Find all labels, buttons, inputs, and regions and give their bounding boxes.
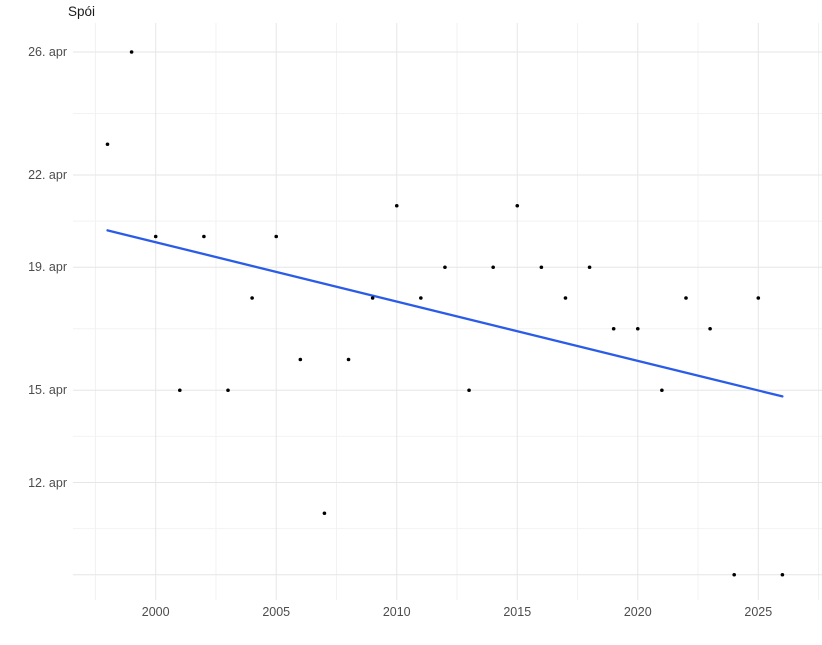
data-point — [635, 326, 640, 331]
y-tick-label: 15. apr — [28, 383, 67, 398]
y-tick-label: 12. apr — [28, 475, 67, 490]
data-point — [153, 234, 158, 239]
data-point — [443, 265, 447, 270]
data-point — [178, 388, 182, 393]
data-point — [346, 357, 351, 362]
x-tick-label: 2025 — [744, 605, 773, 619]
data-point — [298, 357, 303, 362]
data-point — [587, 265, 592, 270]
data-point — [322, 511, 327, 516]
x-tick-label: 2005 — [262, 605, 291, 619]
y-tick-label: 26. apr — [28, 45, 67, 59]
trend-line — [106, 229, 784, 398]
data-point — [684, 296, 688, 300]
data-point — [732, 572, 736, 577]
data-point — [226, 388, 230, 393]
data-point — [660, 388, 664, 393]
y-tick-label: 22. apr — [28, 168, 67, 182]
data-point — [394, 203, 399, 208]
chart-title: Spói — [68, 4, 96, 19]
data-point — [274, 234, 279, 239]
data-point — [202, 234, 206, 239]
data-point — [515, 203, 520, 208]
data-point — [756, 296, 761, 300]
data-point — [563, 296, 568, 300]
data-point — [105, 142, 110, 147]
data-point — [708, 326, 712, 331]
data-point — [780, 572, 785, 577]
data-point — [539, 265, 544, 270]
plot-panel — [73, 23, 822, 600]
data-point — [129, 50, 134, 54]
data-point — [370, 296, 375, 300]
x-tick-label: 2010 — [382, 605, 411, 619]
x-tick-label: 2015 — [503, 605, 532, 619]
x-tick-label: 2000 — [141, 605, 170, 619]
data-point — [467, 388, 471, 393]
x-tick-label: 2020 — [623, 605, 652, 619]
data-point — [491, 265, 495, 270]
data-point — [419, 296, 423, 300]
data-point — [250, 296, 254, 300]
data-point — [611, 326, 616, 331]
y-tick-label: 19. apr — [28, 260, 67, 275]
